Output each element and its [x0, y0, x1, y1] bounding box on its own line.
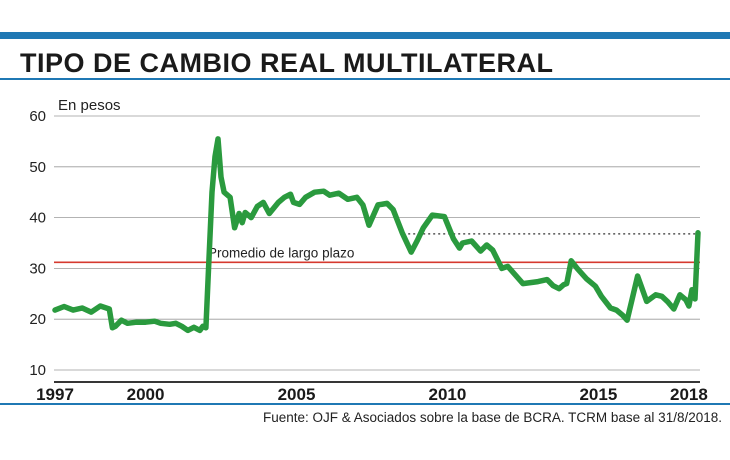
- x-tick-label: 2015: [579, 385, 617, 400]
- y-tick-label: 50: [29, 159, 46, 176]
- y-tick-label: 30: [29, 260, 46, 277]
- x-tick-label: 2018: [670, 385, 708, 400]
- y-tick-label: 60: [29, 108, 46, 125]
- series-line: [52, 136, 701, 334]
- title-underline: [0, 78, 730, 80]
- x-tick-label: 2000: [127, 385, 165, 400]
- x-tick-label: 2005: [278, 385, 316, 400]
- y-axis-ticks: 10 20 30 40 50 60: [29, 108, 46, 379]
- x-axis-ticks: 1997 2000 2005 2010 2015 2018: [36, 385, 708, 400]
- top-accent-bar: [0, 32, 730, 39]
- grid-lines: [54, 115, 700, 371]
- y-tick-label: 40: [29, 210, 46, 227]
- y-tick-label: 10: [29, 362, 46, 379]
- y-tick-label: 20: [29, 311, 46, 328]
- exchange-rate-chart: 10 20 30 40 50 60 En pesos Promedio de largo …: [29, 97, 708, 400]
- chart-title: TIPO DE CAMBIO REAL MULTILATERAL: [20, 48, 554, 78]
- x-tick-label: 1997: [36, 385, 74, 400]
- y-axis-label: En pesos: [58, 97, 121, 114]
- source-note: Fuente: OJF & Asociados sobre la base de…: [263, 410, 722, 425]
- x-tick-label: 2010: [429, 385, 467, 400]
- long-term-average-label: Promedio de largo plazo: [208, 245, 354, 260]
- footer-rule: [0, 403, 730, 405]
